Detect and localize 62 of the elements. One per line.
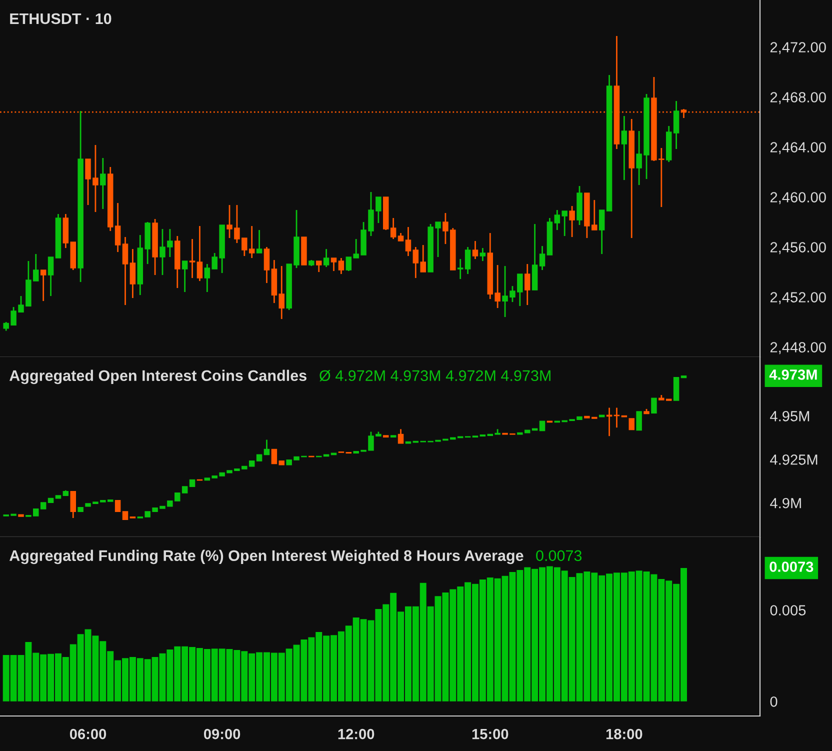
- candlestick: [405, 226, 412, 257]
- candlestick: [70, 490, 76, 519]
- x-tick-label: 06:00: [70, 728, 106, 740]
- candlestick: [264, 246, 270, 284]
- candlestick: [621, 115, 628, 181]
- y-tick-label: 4.925M: [770, 454, 818, 465]
- candlestick: [114, 202, 121, 253]
- y-tick-label: 2,464.00: [770, 142, 826, 154]
- candlestick: [569, 205, 575, 238]
- candlestick: [680, 108, 687, 119]
- text: 4.973M: [769, 369, 817, 380]
- text: Aggregated Open Interest Coins Candles: [10, 370, 306, 384]
- candlestick: [316, 260, 322, 273]
- candlestick: [48, 256, 54, 297]
- candlestick: [524, 263, 530, 306]
- y-tick-label: 2,456.00: [770, 242, 826, 254]
- candlestick: [40, 269, 46, 302]
- text: 0.0073: [770, 562, 814, 572]
- candlestick: [256, 229, 262, 254]
- annotation: 0.0073: [536, 550, 582, 562]
- x-tick-label: 18:00: [606, 728, 642, 740]
- y-tick-label: 2,468.00: [770, 92, 826, 104]
- candlestick: [323, 248, 330, 268]
- x-tick-label: 15:00: [472, 728, 508, 740]
- y-tick-label: 0: [770, 696, 778, 707]
- candlestick: [457, 258, 464, 280]
- candlestick: [598, 209, 605, 255]
- x-tick-label: 12:00: [338, 728, 374, 740]
- y-tick-label: 2,460.00: [770, 192, 826, 204]
- candlestick: [114, 500, 121, 512]
- candlestick: [628, 418, 634, 430]
- candlestick: [278, 265, 285, 320]
- candlestick: [636, 411, 642, 431]
- y-tick-label: 4.95M: [770, 411, 810, 422]
- candlestick: [464, 246, 471, 275]
- candlestick: [264, 439, 270, 456]
- candlestick: [330, 257, 337, 272]
- y-tick-label: 4.9M: [770, 498, 801, 508]
- candlestick: [651, 398, 657, 414]
- text: ETHUSDT · 10: [10, 13, 112, 24]
- candlestick: [480, 247, 486, 262]
- text: Aggregated Funding Rate (%) Open Interest Weighted 8 Hours Average: [10, 550, 524, 564]
- y-tick-label: 0.005: [770, 605, 806, 616]
- candlestick: [539, 245, 546, 271]
- candlestick: [472, 240, 478, 260]
- candlestick: [338, 257, 344, 275]
- y-tick-label: 2,448.00: [770, 342, 826, 354]
- candlestick: [196, 225, 203, 282]
- candlestick: [100, 157, 106, 210]
- candlestick: [539, 420, 546, 432]
- candlestick: [122, 236, 128, 306]
- annotation: Ø 4.972M 4.973M 4.972M 4.973M: [320, 370, 550, 382]
- candlestick: [182, 260, 188, 293]
- candlestick: [189, 238, 196, 279]
- x-tick-label: 09:00: [204, 728, 240, 740]
- candlestick: [673, 100, 680, 150]
- candlestick: [130, 248, 136, 299]
- candlestick: [398, 428, 404, 444]
- y-tick-label: 2,472.00: [770, 42, 826, 54]
- candlestick: [673, 377, 680, 401]
- candlestick: [271, 448, 278, 464]
- y-tick-label: 2,452.00: [770, 292, 826, 304]
